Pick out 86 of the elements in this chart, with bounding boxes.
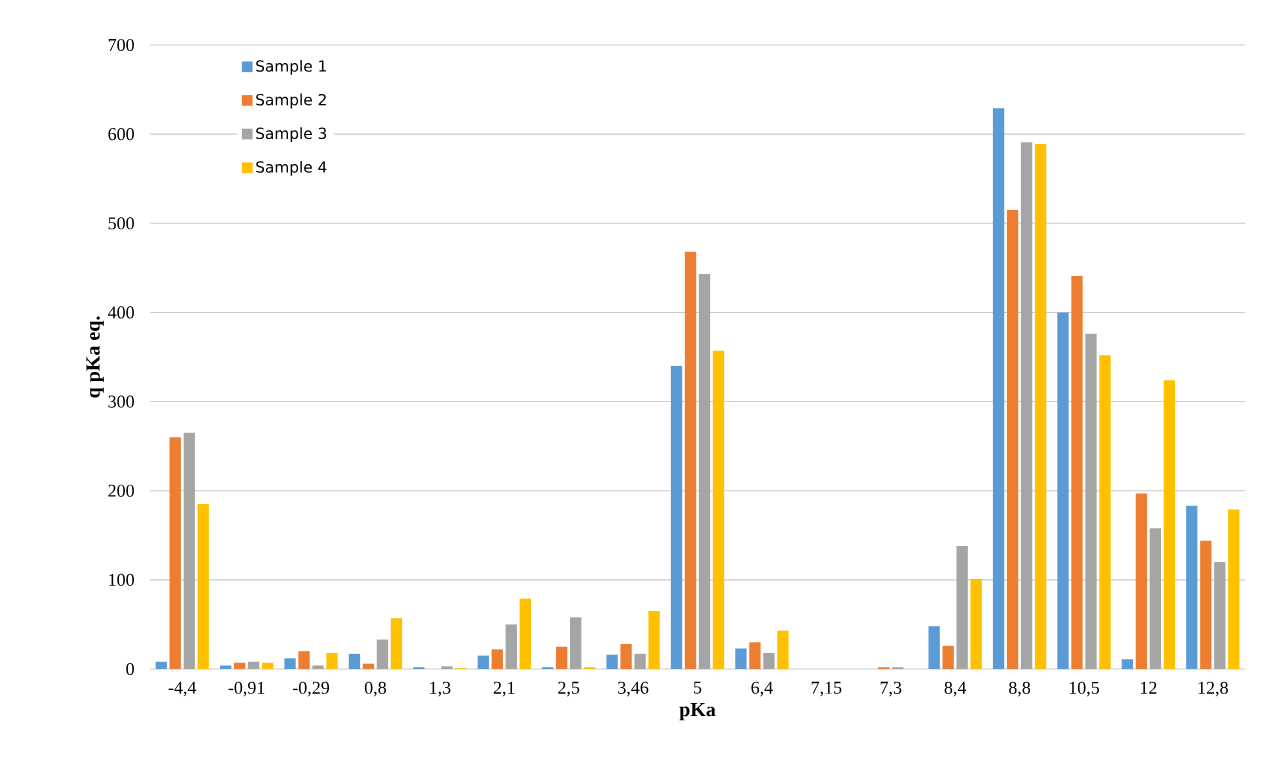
bar <box>1200 540 1212 669</box>
x-tick-label: 12 <box>1140 681 1157 694</box>
x-tick-label: -4,4 <box>168 681 197 697</box>
bar <box>348 653 361 669</box>
bar <box>219 665 232 669</box>
x-tick-label: 7,3 <box>880 681 902 697</box>
bar <box>735 648 747 669</box>
x-tick-label: 2,1 <box>493 681 515 697</box>
x-tick-label: 5 <box>694 681 702 694</box>
y-tick-label: 400 <box>107 306 134 319</box>
bar <box>670 365 683 669</box>
bar <box>956 545 968 669</box>
y-tick-label: 700 <box>108 38 134 52</box>
x-tick-label: 8,8 <box>1009 681 1031 697</box>
bar <box>928 626 940 669</box>
x-tick-label: -0,29 <box>292 681 330 697</box>
bar <box>1163 380 1176 669</box>
bar <box>519 598 531 669</box>
x-tick-label: 8,4 <box>944 681 967 697</box>
bar <box>155 661 167 669</box>
bar <box>1006 209 1019 669</box>
bar <box>233 662 246 669</box>
y-tick-label: 200 <box>108 484 134 497</box>
bar <box>197 504 209 669</box>
bar <box>390 618 403 669</box>
x-tick-label: -0,91 <box>228 681 265 697</box>
bar <box>570 617 582 669</box>
bar <box>634 653 646 669</box>
bar <box>505 624 517 669</box>
bar <box>1228 509 1240 669</box>
bar <box>556 646 568 669</box>
bar <box>749 642 761 669</box>
bar <box>648 611 660 669</box>
bar <box>684 251 697 669</box>
bar <box>247 661 260 669</box>
bar <box>698 274 711 669</box>
bar <box>1149 528 1162 669</box>
bar <box>1020 142 1033 669</box>
bar <box>992 108 1005 669</box>
x-tick-label: 2,5 <box>558 681 580 697</box>
bar <box>763 652 775 669</box>
x-tick-label: 3,46 <box>618 681 649 697</box>
bar <box>183 432 195 669</box>
x-tick-label: 6,4 <box>751 681 773 697</box>
bar <box>326 652 338 669</box>
bar <box>477 655 489 669</box>
bar <box>606 654 618 669</box>
bar <box>169 437 181 669</box>
y-tick-label: 600 <box>108 128 134 141</box>
x-tick-label: 1,3 <box>430 681 451 697</box>
x-tick-label: 7,15 <box>811 681 842 697</box>
bar <box>376 639 389 669</box>
bar <box>1186 505 1198 669</box>
bar <box>1135 493 1148 669</box>
legend-label: Sample 2 <box>256 93 326 109</box>
bar <box>312 665 324 669</box>
bar <box>1214 562 1226 669</box>
y-tick-label: 0 <box>126 662 134 676</box>
x-tick-label: 10,5 <box>1069 681 1100 697</box>
bar <box>1034 143 1047 669</box>
legend-label: Sample 1 <box>256 59 326 75</box>
bar <box>1099 355 1111 669</box>
bar <box>942 645 954 669</box>
legend-label: Sample 3 <box>256 127 327 143</box>
bar <box>284 658 296 669</box>
bar <box>970 578 982 669</box>
bar <box>1085 333 1097 669</box>
bar <box>712 350 725 669</box>
y-tick-label: 300 <box>108 395 134 408</box>
bar <box>362 663 375 669</box>
y-axis-title: q pKa eq. <box>86 316 104 398</box>
bar <box>298 651 310 669</box>
bar <box>1071 275 1083 669</box>
x-axis-title: pKa <box>679 702 716 721</box>
bar <box>1057 312 1069 669</box>
y-tick-label: 500 <box>108 217 134 230</box>
bar <box>777 630 789 669</box>
legend-label: Sample 4 <box>256 160 327 176</box>
bar <box>1121 659 1134 669</box>
x-tick-label: 12,8 <box>1198 681 1228 697</box>
bar <box>441 666 453 669</box>
bar <box>491 649 503 669</box>
x-tick-label: 0,8 <box>364 681 387 697</box>
bar <box>620 644 632 669</box>
y-tick-label: 100 <box>109 573 134 586</box>
bar <box>261 662 274 669</box>
